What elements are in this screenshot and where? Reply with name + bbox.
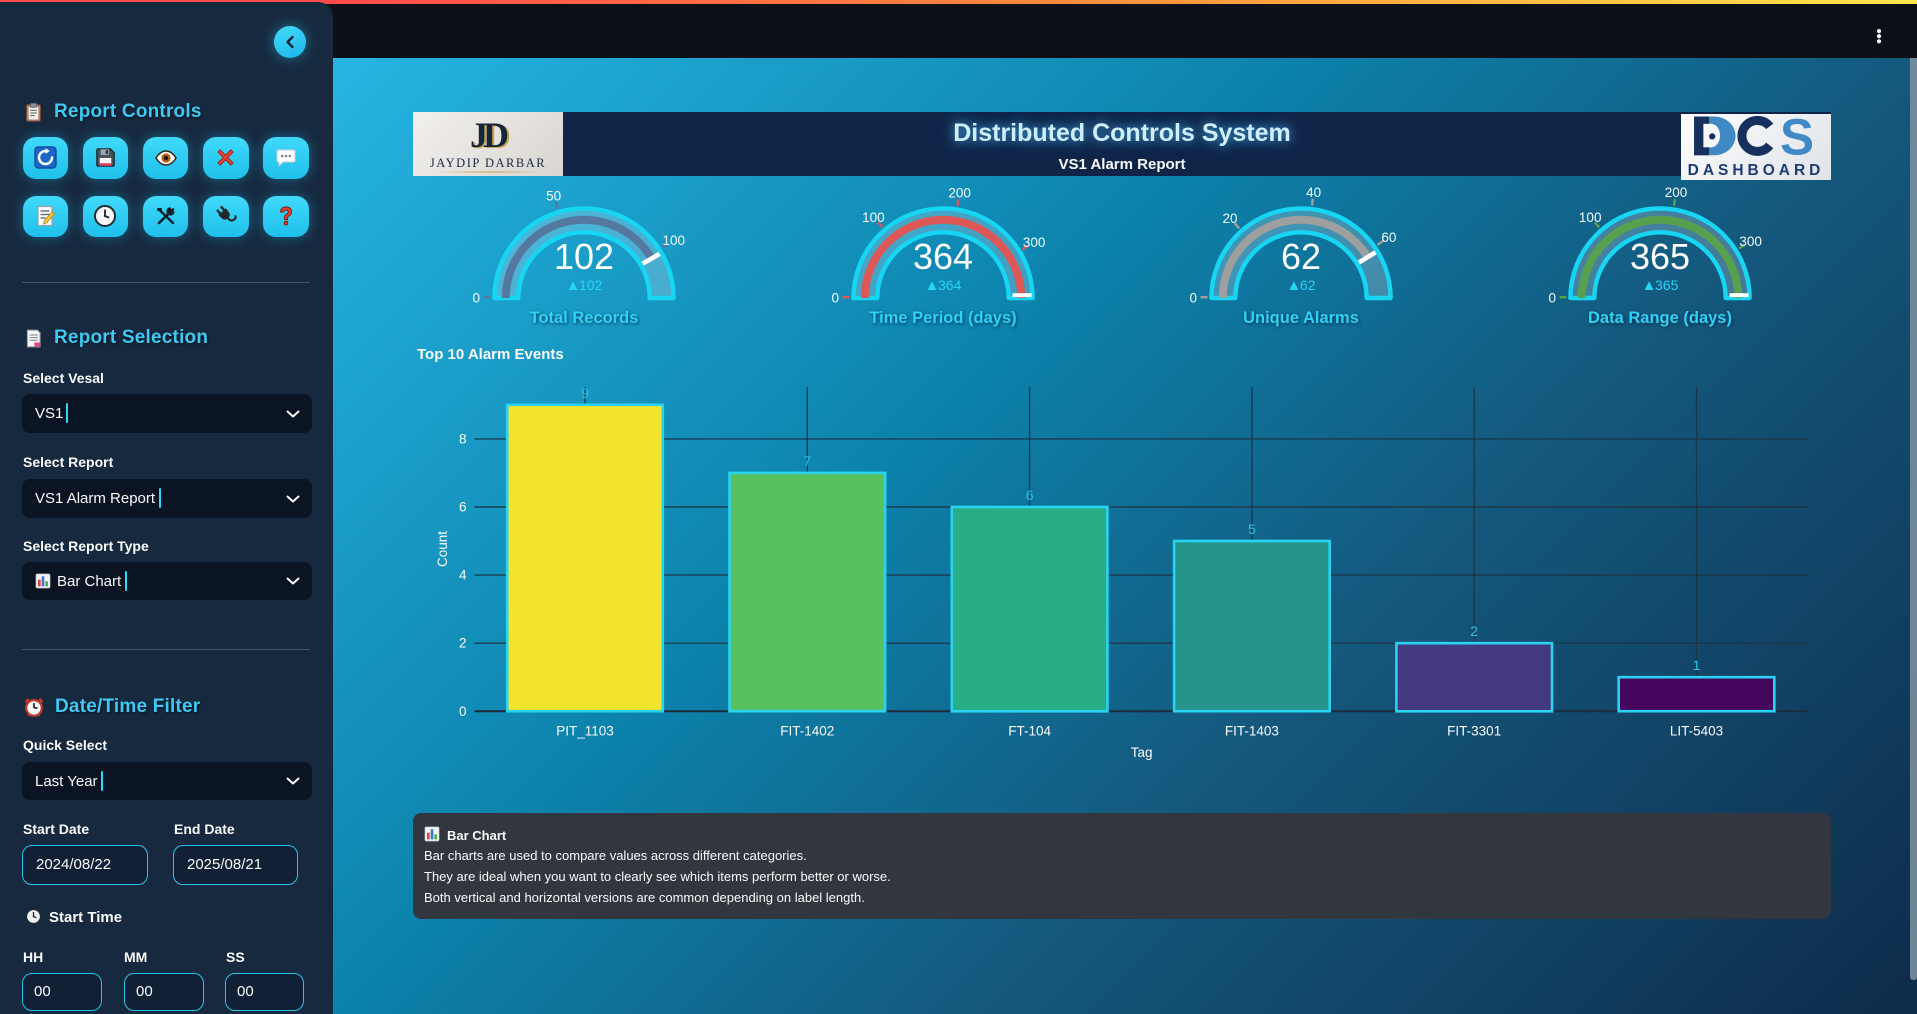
svg-text:100: 100 <box>663 233 686 248</box>
svg-text:LIT-5403: LIT-5403 <box>1670 724 1723 739</box>
svg-text:DASHBOARD: DASHBOARD <box>1688 162 1825 179</box>
svg-text:100: 100 <box>1579 210 1602 225</box>
svg-text:365: 365 <box>1630 236 1690 277</box>
svg-text:0: 0 <box>1548 291 1556 306</box>
svg-text:4: 4 <box>459 568 467 583</box>
svg-text:20: 20 <box>1222 211 1237 226</box>
svg-text:40: 40 <box>1306 185 1321 200</box>
svg-text:0: 0 <box>459 704 467 719</box>
svg-text:FT-104: FT-104 <box>1008 724 1051 739</box>
svg-text:▲62: ▲62 <box>1287 277 1316 294</box>
svg-text:▲102: ▲102 <box>566 277 603 294</box>
svg-text:2: 2 <box>459 636 467 651</box>
svg-text:▲365: ▲365 <box>1642 277 1679 294</box>
svg-text:0: 0 <box>472 291 480 306</box>
svg-text:364: 364 <box>913 236 973 277</box>
svg-text:0: 0 <box>831 291 839 306</box>
svg-text:6: 6 <box>459 500 467 515</box>
svg-text:5: 5 <box>1248 521 1256 537</box>
svg-text:FIT-3301: FIT-3301 <box>1447 724 1501 739</box>
svg-text:300: 300 <box>1739 234 1762 249</box>
svg-text:S: S <box>1780 114 1814 166</box>
svg-text:8: 8 <box>459 431 467 446</box>
svg-text:62: 62 <box>1281 236 1321 277</box>
svg-text:200: 200 <box>1665 185 1688 200</box>
svg-text:0: 0 <box>1189 291 1197 306</box>
svg-text:7: 7 <box>803 453 811 469</box>
svg-text:102: 102 <box>554 236 614 277</box>
svg-text:60: 60 <box>1381 230 1396 245</box>
svg-text:▲364: ▲364 <box>925 277 962 294</box>
svg-text:FIT-1403: FIT-1403 <box>1225 724 1279 739</box>
svg-text:FIT-1402: FIT-1402 <box>780 724 834 739</box>
svg-text:Tag: Tag <box>1131 745 1153 760</box>
svg-text:100: 100 <box>862 210 885 225</box>
svg-text:PIT_1103: PIT_1103 <box>556 724 614 739</box>
svg-text:6: 6 <box>1026 487 1034 503</box>
svg-text:1: 1 <box>1693 657 1701 673</box>
svg-text:300: 300 <box>1023 235 1046 250</box>
svg-text:Count: Count <box>435 531 450 567</box>
svg-text:50: 50 <box>546 188 561 203</box>
svg-text:200: 200 <box>948 185 971 200</box>
svg-text:9: 9 <box>581 385 589 401</box>
svg-text:2: 2 <box>1470 623 1478 639</box>
